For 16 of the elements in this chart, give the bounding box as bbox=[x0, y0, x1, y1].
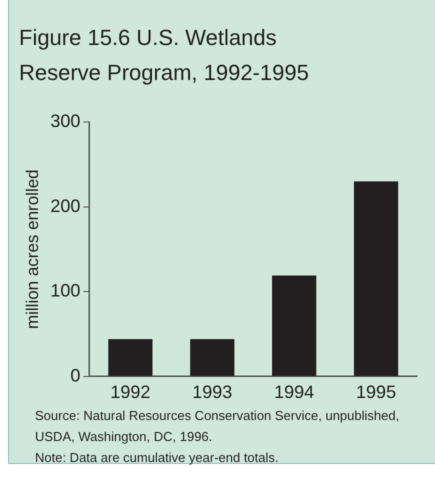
text: Note: Data are cumulative year-end totals. bbox=[35, 450, 279, 465]
x-tick-label: 1992 bbox=[110, 382, 150, 402]
y-tick-label: 100 bbox=[50, 280, 80, 301]
x-tick-label: 1995 bbox=[356, 382, 396, 402]
bar bbox=[354, 181, 398, 376]
y-tick-label: 0 bbox=[70, 365, 80, 386]
y-tick-label: 300 bbox=[50, 110, 80, 131]
y-tick-label: 200 bbox=[50, 196, 80, 216]
chart-title: Figure 15.6 U.S. Wetlands Reserve Program, 1992-1995 bbox=[19, 24, 310, 87]
bar bbox=[108, 339, 152, 376]
x-tick-label: 1994 bbox=[274, 382, 314, 402]
bar bbox=[272, 275, 316, 376]
source-note: Source: Natural Resources Conservation Service, unpublished, USDA, Washington, DC, 1996. bbox=[35, 408, 400, 444]
x-tick-label: 1993 bbox=[192, 382, 232, 402]
bar bbox=[190, 339, 234, 376]
y-axis-title: million acres enrolled bbox=[22, 169, 42, 330]
